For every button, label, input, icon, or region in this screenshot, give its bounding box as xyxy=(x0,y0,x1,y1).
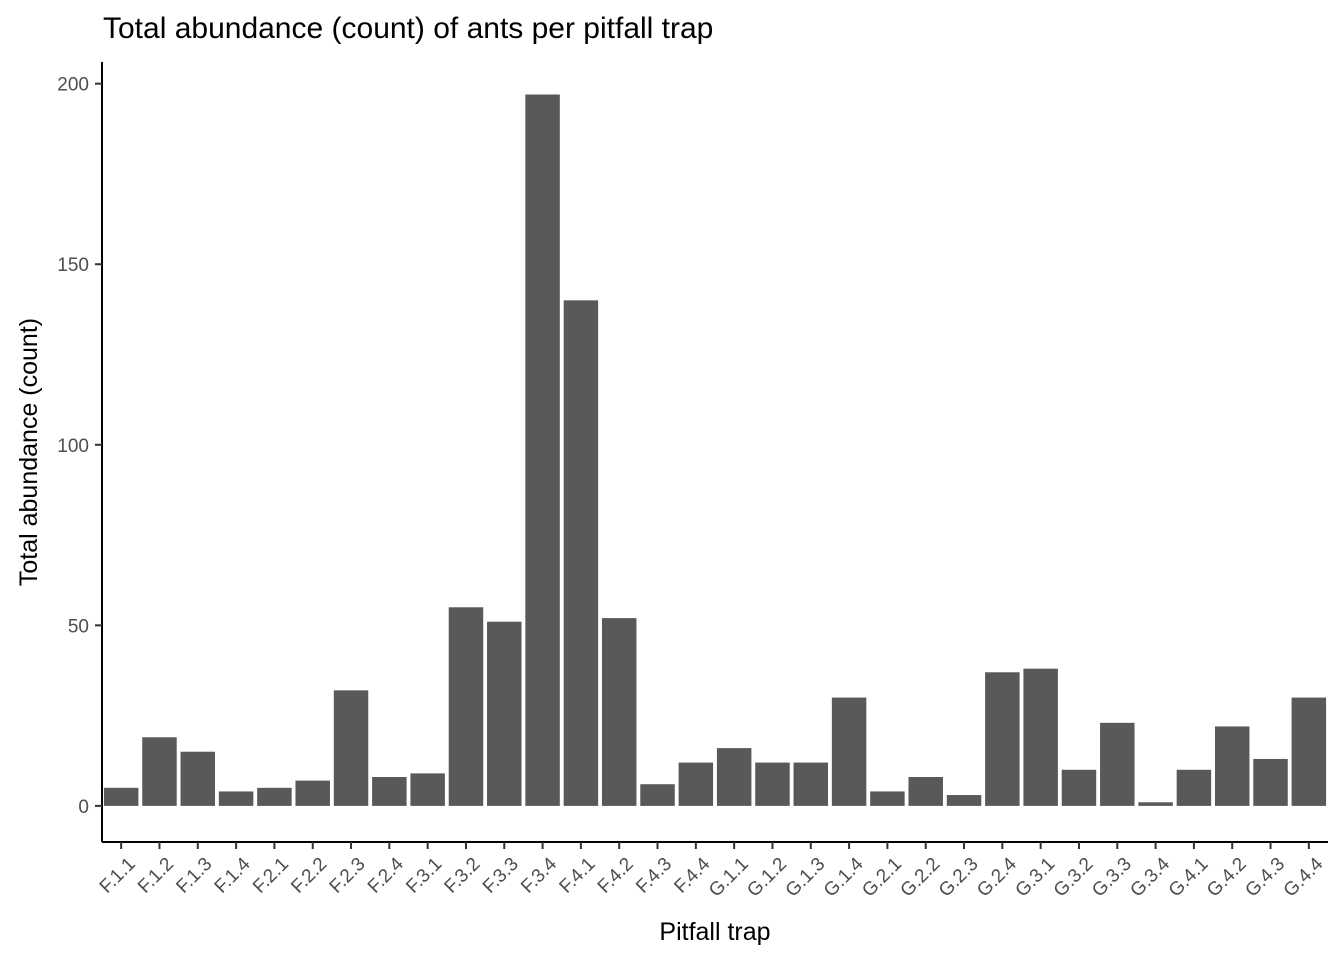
x-tick-label: G.2.1 xyxy=(858,854,906,902)
x-tick-label: G.3.3 xyxy=(1088,854,1136,902)
bar-F.2.4 xyxy=(372,777,407,806)
bar-G.1.3 xyxy=(793,762,829,806)
x-tick-label: G.4.1 xyxy=(1165,854,1213,902)
x-tick-label: F.2.3 xyxy=(326,854,370,898)
bar-G.2.1 xyxy=(870,791,905,806)
bar-F.4.1 xyxy=(563,300,599,806)
x-tick-label: G.4.3 xyxy=(1241,854,1289,902)
bar-F.4.4 xyxy=(678,762,714,806)
bar-F.4.3 xyxy=(640,784,675,806)
x-tick-label: F.1.2 xyxy=(134,854,178,898)
y-tick-label: 150 xyxy=(57,255,89,276)
bar-G.1.4 xyxy=(831,697,867,806)
y-tick-label: 200 xyxy=(57,75,89,96)
bar-G.4.2 xyxy=(1214,726,1250,806)
y-tick-label: 0 xyxy=(78,797,89,818)
bar-G.4.4 xyxy=(1291,697,1327,806)
bar-F.1.1 xyxy=(103,787,139,806)
bar-G.1.1 xyxy=(716,748,752,806)
x-tick-label: G.4.2 xyxy=(1203,854,1251,902)
bar-F.1.4 xyxy=(218,791,254,806)
x-tick-label: F.2.1 xyxy=(249,854,293,898)
y-tick-label: 50 xyxy=(68,616,89,637)
bar-G.4.3 xyxy=(1253,758,1288,806)
x-axis: F.1.1F.1.2F.1.3F.1.4F.2.1F.2.2F.2.3F.2.4… xyxy=(96,841,1328,902)
bar-F.1.2 xyxy=(142,737,177,806)
bar-G.3.1 xyxy=(1023,668,1058,806)
x-tick-label: F.4.1 xyxy=(556,854,600,898)
x-tick-label: G.1.3 xyxy=(782,854,830,902)
bar-G.2.4 xyxy=(985,672,1020,806)
bar-F.3.1 xyxy=(410,773,445,806)
x-tick-label: F.4.4 xyxy=(670,853,714,897)
bar-G.2.3 xyxy=(946,795,982,806)
x-tick-label: F.2.4 xyxy=(364,853,408,897)
x-tick-label: G.2.4 xyxy=(973,853,1021,901)
bar-F.2.3 xyxy=(333,690,369,806)
bar-G.3.3 xyxy=(1100,722,1135,806)
x-tick-label: G.3.4 xyxy=(1126,853,1174,901)
x-tick-label: G.2.3 xyxy=(935,854,983,902)
x-tick-label: G.1.4 xyxy=(820,853,868,901)
bar-G.3.4 xyxy=(1138,802,1173,806)
bar-F.2.2 xyxy=(295,780,330,806)
bar-G.1.2 xyxy=(755,762,790,806)
bar-G.4.1 xyxy=(1176,769,1212,806)
x-tick-label: F.4.3 xyxy=(632,854,676,898)
x-tick-label: G.3.1 xyxy=(1012,854,1060,902)
y-axis-title: Total abundance (count) xyxy=(15,318,43,586)
x-tick-label: G.1.2 xyxy=(743,854,791,902)
x-tick-label: F.1.1 xyxy=(96,854,140,898)
y-axis: 0 50 100 150 200 xyxy=(57,62,103,842)
bars-group xyxy=(103,94,1327,806)
x-tick-label: G.4.4 xyxy=(1280,853,1328,901)
bar-F.4.2 xyxy=(601,618,637,806)
x-tick-label: F.3.3 xyxy=(479,854,523,898)
x-tick-label: F.3.4 xyxy=(517,853,561,897)
x-tick-label: F.4.2 xyxy=(594,854,638,898)
bar-F.2.1 xyxy=(257,787,292,806)
bar-G.2.2 xyxy=(908,777,943,806)
x-tick-label: G.3.2 xyxy=(1050,854,1098,902)
x-tick-label: G.1.1 xyxy=(705,854,753,902)
chart-title: Total abundance (count) of ants per pitf… xyxy=(103,12,714,45)
bar-F.3.4 xyxy=(525,94,560,806)
x-tick-label: F.2.2 xyxy=(287,854,331,898)
x-tick-label: F.3.1 xyxy=(402,854,446,898)
bar-F.3.2 xyxy=(448,607,484,806)
x-tick-label: F.3.2 xyxy=(441,854,485,898)
bar-F.3.3 xyxy=(487,621,522,806)
bar-G.3.2 xyxy=(1061,769,1097,806)
x-tick-label: F.1.3 xyxy=(172,854,216,898)
x-tick-label: G.2.2 xyxy=(897,854,945,902)
x-axis-title: Pitfall trap xyxy=(659,918,770,946)
y-tick-label: 100 xyxy=(57,436,89,457)
x-tick-label: F.1.4 xyxy=(211,853,255,897)
bar-F.1.3 xyxy=(180,751,216,806)
